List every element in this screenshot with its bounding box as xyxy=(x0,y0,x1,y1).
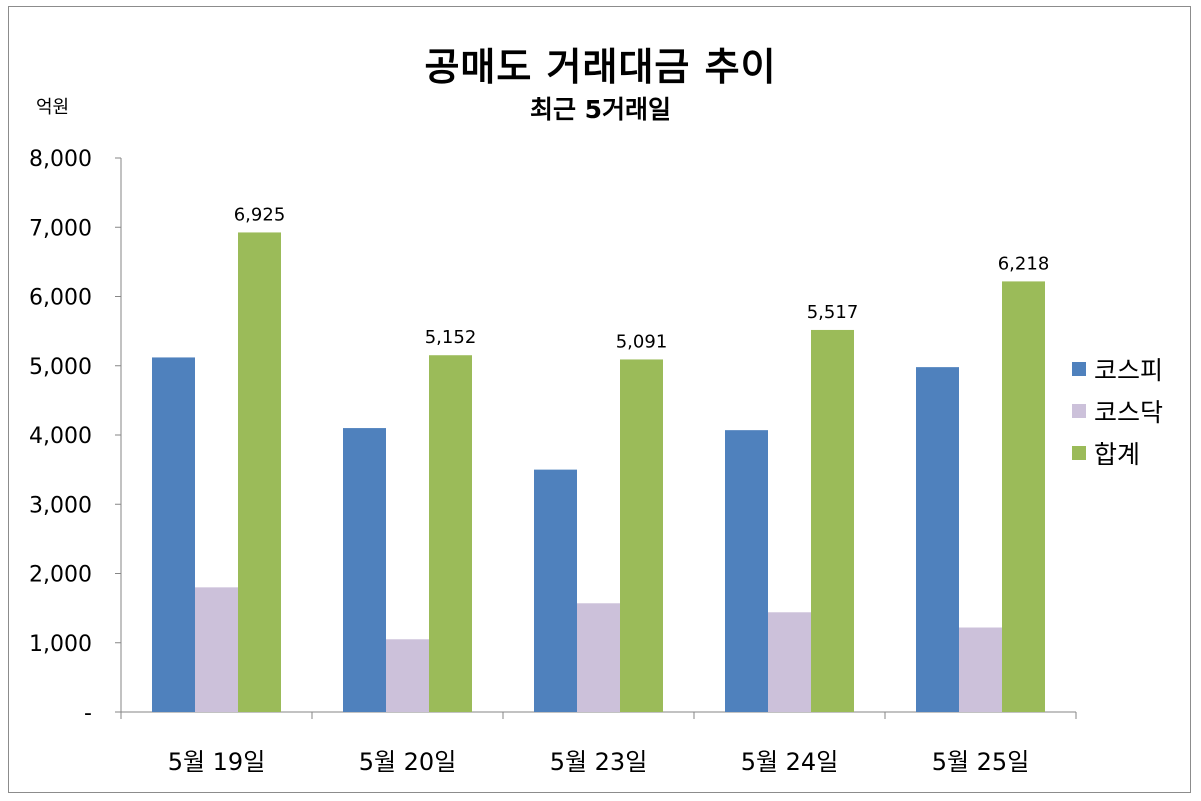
bar-kosdaq xyxy=(959,627,1002,712)
x-category-label: 5월 23일 xyxy=(550,748,648,776)
bar-kosdaq xyxy=(768,612,811,712)
bar-total xyxy=(811,329,854,712)
y-tick-label: 6,000 xyxy=(29,286,92,311)
legend-swatch-total xyxy=(1072,446,1086,460)
legend-item-kosdaq: 코스닥 xyxy=(1072,390,1163,432)
legend-label-kospi: 코스피 xyxy=(1094,356,1164,385)
legend-label-kosdaq: 코스닥 xyxy=(1094,398,1164,427)
y-tick-label: 1,000 xyxy=(29,632,92,657)
bar-kospi xyxy=(725,430,768,712)
legend-swatch-kosdaq xyxy=(1072,404,1086,418)
x-category-label: 5월 25일 xyxy=(932,748,1030,776)
legend: 코스피 코스닥 합계 xyxy=(1072,348,1163,474)
y-axis-unit-label: 억원 xyxy=(36,97,70,118)
bar-kospi xyxy=(534,469,577,712)
bar-total xyxy=(620,359,663,712)
data-label-total: 5,091 xyxy=(616,331,668,352)
bar-total xyxy=(238,232,281,712)
bar-kosdaq xyxy=(386,639,429,712)
chart-subtitle: 최근 5거래일 xyxy=(529,95,672,124)
legend-label-total: 합계 xyxy=(1094,440,1141,469)
y-tick-label: 8,000 xyxy=(29,147,92,172)
data-label-total: 6,925 xyxy=(234,204,286,225)
x-category-label: 5월 24일 xyxy=(741,748,839,776)
y-tick-label: 5,000 xyxy=(29,355,92,380)
data-label-total: 6,218 xyxy=(998,253,1050,274)
legend-item-kospi: 코스피 xyxy=(1072,348,1163,390)
x-category-label: 5월 20일 xyxy=(359,748,457,776)
y-tick-label: 7,000 xyxy=(29,216,92,241)
x-category-label: 5월 19일 xyxy=(168,748,266,776)
bar-kosdaq xyxy=(195,587,238,712)
y-tick-label: 2,000 xyxy=(29,563,92,588)
y-tick-label: 3,000 xyxy=(29,493,92,518)
y-tick-label: 4,000 xyxy=(29,424,92,449)
chart-title: 공매도 거래대금 추이 xyxy=(424,45,777,89)
bar-total xyxy=(429,355,472,712)
y-tick-label: - xyxy=(84,701,92,726)
bar-kosdaq xyxy=(577,603,620,712)
data-label-total: 5,152 xyxy=(425,327,477,348)
legend-item-total: 합계 xyxy=(1072,432,1163,474)
bar-kospi xyxy=(916,367,959,712)
bar-kospi xyxy=(152,357,195,712)
bar-kospi xyxy=(343,428,386,712)
data-label-total: 5,517 xyxy=(807,302,859,323)
legend-swatch-kospi xyxy=(1072,362,1086,376)
bar-total xyxy=(1002,281,1045,712)
